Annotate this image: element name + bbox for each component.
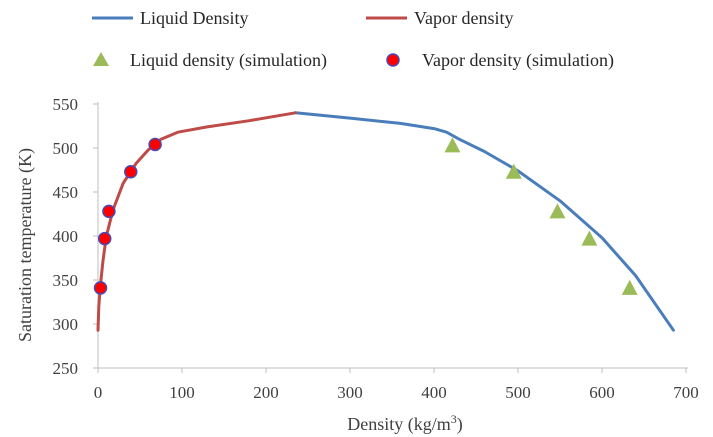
liquid-density-line — [293, 111, 675, 332]
x-tick-label: 600 — [589, 383, 615, 402]
vapor-density-line — [96, 111, 297, 332]
liquid-simulation-point — [621, 279, 638, 295]
legend-label-liquid-simulation: Liquid density (simulation) — [130, 50, 327, 71]
liquid-simulation-point — [549, 203, 566, 219]
legend-swatch-vapor-simulation — [386, 53, 400, 67]
x-tick-label: 700 — [673, 383, 699, 402]
y-tick-label: 450 — [53, 183, 79, 202]
y-axis-label: Saturation temperature (K) — [15, 148, 36, 342]
legend-swatch-liquid-simulation — [93, 52, 109, 66]
vapor-simulation-point — [148, 137, 162, 152]
x-tick-label: 200 — [253, 383, 279, 402]
vapor-simulation-point — [102, 204, 116, 219]
axes — [93, 102, 688, 373]
x-tick-label: 300 — [337, 383, 363, 402]
liquid-simulation-point — [505, 163, 522, 179]
liquid-simulation-point — [444, 137, 461, 153]
y-tick-label: 300 — [53, 315, 79, 334]
y-tick-label: 250 — [53, 359, 79, 378]
series-lines — [96, 111, 675, 332]
legend-label-vapor-density: Vapor density — [414, 8, 513, 28]
y-tick-label: 500 — [53, 139, 79, 158]
legend-label-vapor-simulation: Vapor density (simulation) — [422, 50, 614, 71]
y-tick-label: 350 — [53, 271, 79, 290]
series-markers — [93, 137, 638, 295]
x-tick-label: 100 — [169, 383, 195, 402]
tick-labels: 0 100 200 300 400 500 600 700 250 300 350 400 450 500… — [53, 95, 699, 402]
legend: Liquid Density Vapor density Liquid dens… — [92, 8, 614, 71]
x-tick-label: 500 — [505, 383, 531, 402]
vapor-simulation-point — [97, 231, 112, 246]
x-tick-label: 0 — [94, 383, 103, 402]
liquid-simulation-point — [581, 230, 598, 246]
x-axis-label: Density (kg/m3) — [347, 412, 463, 435]
vapor-simulation-point — [93, 281, 108, 295]
y-tick-label: 550 — [53, 95, 79, 114]
legend-label-liquid-density: Liquid Density — [140, 8, 249, 28]
y-tick-label: 400 — [53, 227, 79, 246]
x-tick-label: 400 — [421, 383, 447, 402]
vapor-simulation-point — [124, 165, 138, 179]
